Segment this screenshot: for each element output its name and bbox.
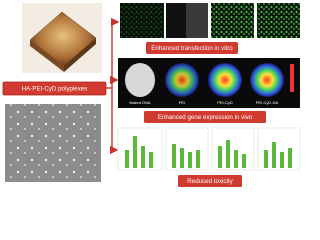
toxicity-panels (117, 127, 301, 171)
group-label: Naked DNA (129, 100, 150, 105)
tem-image (5, 104, 101, 182)
group-label: PEI-CyD-HA (256, 100, 279, 105)
outcome-box: Enhanced gene expression in vivo (144, 111, 266, 123)
in-vivo-panel: Naked DNA PEI PEI-CyD PEI-CyD-HA (118, 58, 300, 108)
outcome-label: Reduced toxicity (187, 178, 233, 185)
main-label-box: HA-PEI-CyD polyplexes (2, 81, 107, 96)
graphical-abstract: HA-PEI-CyD polyplexes Enhanced transfect… (2, 3, 301, 187)
group-label: PEI-CyD (217, 100, 233, 105)
outcome-box: Enhanced transfection in vitro (146, 42, 238, 54)
outcome-label: Enhanced transfection in vitro (151, 45, 233, 52)
afm-image (22, 3, 102, 73)
connectors (106, 17, 120, 155)
outcome-box: Reduced toxicity (178, 175, 242, 187)
outcome-label: Enhanced gene expression in vivo (158, 114, 253, 121)
microscopy-panels (120, 3, 300, 38)
main-label: HA-PEI-CyD polyplexes (22, 85, 88, 92)
group-label: PEI (179, 100, 185, 105)
